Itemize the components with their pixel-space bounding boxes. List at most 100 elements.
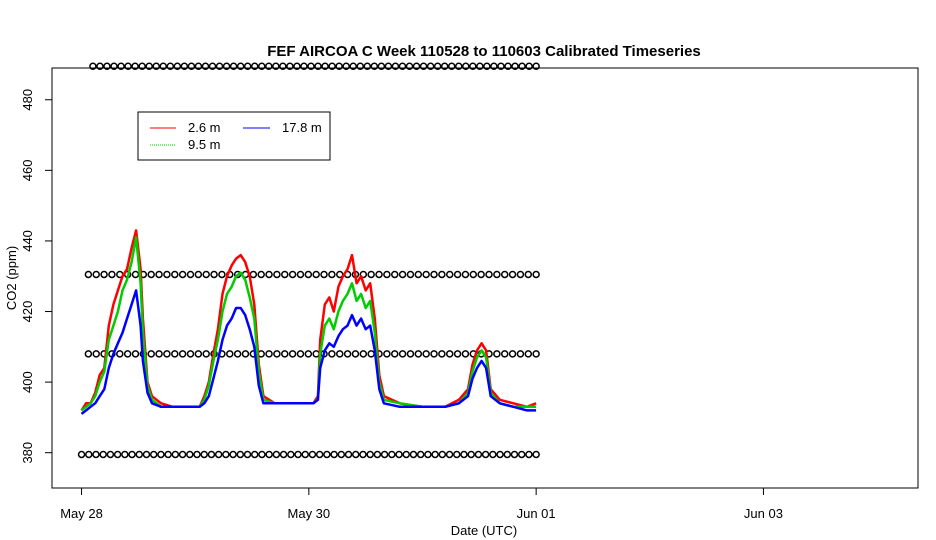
marker-point xyxy=(321,62,329,70)
marker-point xyxy=(296,350,305,358)
marker-point xyxy=(281,350,289,358)
marker-point xyxy=(257,270,265,279)
marker-point xyxy=(293,62,301,70)
marker-point xyxy=(152,62,160,70)
marker-point xyxy=(121,450,129,459)
marker-point xyxy=(287,450,295,459)
marker-point xyxy=(92,450,100,459)
marker-point xyxy=(215,62,224,70)
marker-point xyxy=(178,350,187,358)
marker-point xyxy=(229,62,238,70)
marker-point xyxy=(258,450,266,459)
marker-point xyxy=(186,350,195,358)
marker-point xyxy=(508,270,517,279)
marker-point xyxy=(117,62,125,70)
marker-point xyxy=(356,62,365,70)
marker-point xyxy=(164,450,172,459)
marker-point xyxy=(416,450,425,459)
marker-point xyxy=(489,450,497,459)
marker-point xyxy=(312,270,320,279)
marker-point xyxy=(226,350,234,358)
marker-point xyxy=(485,270,493,279)
marker-point xyxy=(476,62,484,70)
marker-point xyxy=(335,62,343,70)
marker-point xyxy=(398,350,407,358)
marker-point xyxy=(518,62,526,70)
x-axis-label: Date (UTC) xyxy=(451,523,517,538)
marker-point xyxy=(142,450,151,459)
marker-point xyxy=(178,450,187,459)
legend-label-9-5m: 9.5 m xyxy=(188,137,221,152)
marker-point xyxy=(390,270,399,279)
marker-point xyxy=(178,270,187,279)
x-tick-label: May 30 xyxy=(288,506,331,521)
marker-point xyxy=(124,62,132,70)
marker-point xyxy=(200,450,208,459)
marker-point xyxy=(288,270,297,279)
marker-point xyxy=(171,270,179,279)
marker-point xyxy=(250,450,259,459)
marker-point xyxy=(370,62,379,70)
legend: 2.6 m 9.5 m 17.8 m xyxy=(137,111,331,161)
marker-point xyxy=(84,270,93,279)
marker-point xyxy=(483,62,491,70)
marker-point xyxy=(328,270,336,279)
marker-point xyxy=(243,62,252,70)
y-tick-label: 480 xyxy=(20,89,35,111)
marker-point xyxy=(391,62,400,70)
marker-point xyxy=(367,270,375,279)
marker-point xyxy=(233,350,242,358)
marker-point xyxy=(330,450,338,459)
marker-point xyxy=(236,62,245,70)
marker-point xyxy=(516,350,525,358)
marker-point xyxy=(202,350,210,358)
marker-point xyxy=(500,350,509,358)
marker-point xyxy=(388,450,396,459)
legend-label-17-8m: 17.8 m xyxy=(282,120,322,135)
marker-point xyxy=(89,62,97,70)
marker-point xyxy=(504,62,512,70)
marker-point xyxy=(155,350,163,358)
marker-point xyxy=(405,62,414,70)
marker-point xyxy=(438,350,446,358)
marker-point xyxy=(279,450,288,459)
x-tick-label: May 28 xyxy=(60,506,103,521)
series-lines xyxy=(80,229,537,415)
series-line-17-8-m xyxy=(80,289,537,415)
marker-point xyxy=(398,62,407,70)
marker-point xyxy=(414,350,423,358)
marker-point xyxy=(406,350,415,358)
marker-point xyxy=(445,270,454,279)
marker-point xyxy=(409,450,418,459)
marker-point xyxy=(440,62,449,70)
marker-point xyxy=(155,270,163,279)
marker-point xyxy=(135,450,144,459)
marker-point xyxy=(460,450,468,459)
marker-point xyxy=(147,270,155,279)
marker-point xyxy=(453,270,462,279)
series-line-2-6-m xyxy=(80,229,537,412)
marker-point xyxy=(343,350,352,358)
chart-title: FEF AIRCOA C Week 110528 to 110603 Calib… xyxy=(267,43,701,60)
marker-point xyxy=(149,450,158,459)
marker-point xyxy=(375,270,383,279)
marker-point xyxy=(173,62,182,70)
marker-point xyxy=(419,62,428,70)
marker-point xyxy=(455,62,463,70)
marker-point xyxy=(461,270,470,279)
marker-point xyxy=(481,450,490,459)
marker-point xyxy=(131,270,140,279)
x-tick-label: Jun 03 xyxy=(744,506,783,521)
marker-point xyxy=(103,62,111,70)
y-tick-label: 420 xyxy=(20,301,35,323)
marker-point xyxy=(390,350,399,358)
x-axis: May 28 May 30 Jun 01 Jun 03 xyxy=(60,487,783,521)
marker-point xyxy=(131,62,139,70)
marker-point xyxy=(312,350,320,358)
marker-point xyxy=(193,450,201,459)
marker-point xyxy=(294,450,302,459)
marker-point xyxy=(469,270,478,279)
marker-point xyxy=(163,270,171,279)
marker-point xyxy=(157,450,165,459)
